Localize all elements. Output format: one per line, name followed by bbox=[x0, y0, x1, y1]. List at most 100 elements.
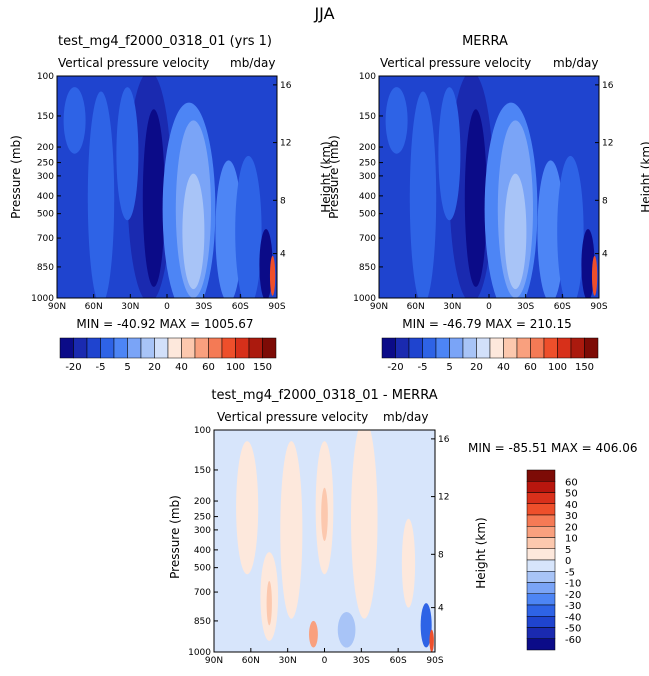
y-tick-label: 150 bbox=[359, 112, 376, 122]
panel1-subtitle-right: mb/day bbox=[230, 56, 276, 70]
panel2-minmax: MIN = -46.79 MAX = 210.15 bbox=[402, 317, 572, 331]
colorbar-cell bbox=[248, 337, 263, 359]
x-tick-label: 60S bbox=[390, 656, 407, 666]
colorbar-cell bbox=[59, 337, 74, 359]
y-right-tick-label: 16 bbox=[438, 435, 450, 445]
x-tick-label: 60N bbox=[242, 656, 260, 666]
colorbar-cell bbox=[140, 337, 155, 359]
colorbar-label: 5 bbox=[565, 545, 571, 556]
colorbar-cell bbox=[526, 582, 556, 594]
contour-region bbox=[235, 155, 262, 298]
y-tick-label: 1000 bbox=[353, 294, 376, 304]
colorbar-cell bbox=[422, 337, 437, 359]
y-tick-label: 400 bbox=[37, 192, 54, 202]
y-tick-label: 250 bbox=[194, 513, 211, 523]
y-tick-label: 700 bbox=[37, 234, 54, 244]
panel1-minmax: MIN = -40.92 MAX = 1005.67 bbox=[76, 317, 254, 331]
y-right-tick-label: 8 bbox=[438, 550, 444, 560]
colorbar-cell bbox=[194, 337, 209, 359]
y-right-tick-label: 4 bbox=[280, 250, 286, 260]
y-tick-label: 300 bbox=[37, 172, 54, 182]
y-right-tick-label: 16 bbox=[602, 81, 614, 91]
contour-region bbox=[259, 229, 273, 298]
contour-region bbox=[236, 441, 259, 575]
y-tick-label: 100 bbox=[37, 72, 54, 82]
panel3-ylabel: Pressure (mb) bbox=[168, 495, 182, 579]
contour-region bbox=[557, 155, 584, 298]
panel2-subtitle-right: mb/day bbox=[553, 56, 599, 70]
panel2-title: MERRA bbox=[462, 34, 508, 49]
colorbar-cell bbox=[381, 337, 396, 359]
contour-region bbox=[337, 612, 356, 648]
colorbar-label: -5 bbox=[96, 362, 106, 373]
colorbar-label: -5 bbox=[565, 567, 575, 578]
colorbar-label: 0 bbox=[565, 556, 571, 567]
contour-region bbox=[269, 255, 276, 296]
colorbar-label: 150 bbox=[253, 362, 272, 373]
contour-region bbox=[409, 91, 437, 298]
contour-region bbox=[438, 87, 461, 221]
panel3-minmax: MIN = -85.51 MAX = 406.06 bbox=[468, 441, 638, 455]
y-tick-label: 850 bbox=[194, 617, 211, 627]
contour-region bbox=[280, 441, 303, 619]
contour-region bbox=[309, 620, 318, 648]
colorbar-label: 5 bbox=[446, 362, 452, 373]
colorbar-label: 100 bbox=[226, 362, 245, 373]
y-tick-label: 200 bbox=[37, 143, 54, 153]
colorbar-cell bbox=[526, 548, 556, 561]
contour-region bbox=[116, 87, 139, 221]
y-tick-label: 250 bbox=[37, 159, 54, 169]
y-tick-label: 1000 bbox=[31, 294, 54, 304]
y-tick-label: 700 bbox=[359, 234, 376, 244]
y-right-tick-label: 16 bbox=[280, 81, 292, 91]
y-tick-label: 1000 bbox=[188, 648, 211, 658]
x-tick-label: 90S bbox=[426, 656, 443, 666]
panel1-subtitle-left: Vertical pressure velocity bbox=[58, 56, 210, 70]
colorbar-cell bbox=[395, 337, 410, 359]
x-tick-label: 60S bbox=[554, 302, 571, 312]
x-tick-label: 60N bbox=[85, 302, 103, 312]
colorbar-cell bbox=[526, 627, 556, 639]
colorbar-cell bbox=[476, 337, 491, 359]
y-tick-label: 500 bbox=[37, 210, 54, 220]
x-tick-label: 0 bbox=[486, 302, 492, 312]
colorbar-label: -50 bbox=[565, 624, 581, 635]
colorbar-cell bbox=[526, 604, 556, 617]
colorbar-label: -60 bbox=[565, 635, 581, 646]
x-tick-label: 30S bbox=[517, 302, 534, 312]
y-right-tick-label: 4 bbox=[602, 250, 608, 260]
x-tick-label: 30S bbox=[353, 656, 370, 666]
colorbar-label: 60 bbox=[524, 362, 537, 373]
colorbar-cell bbox=[516, 337, 531, 359]
colorbar-cell bbox=[584, 337, 599, 359]
colorbar-cell bbox=[526, 503, 556, 516]
x-tick-label: 30N bbox=[121, 302, 139, 312]
colorbar-cell bbox=[570, 337, 585, 359]
y-right-tick-label: 12 bbox=[438, 493, 449, 503]
colorbar-label: -20 bbox=[65, 362, 81, 373]
x-tick-label: 90N bbox=[48, 302, 66, 312]
colorbar-cell bbox=[557, 337, 572, 359]
panel3-subtitle-right: mb/day bbox=[383, 410, 429, 424]
x-tick-label: 0 bbox=[164, 302, 170, 312]
x-tick-label: 30N bbox=[279, 656, 297, 666]
colorbar-cell bbox=[526, 481, 556, 493]
colorbar-label: 50 bbox=[565, 489, 578, 500]
panel1-title: test_mg4_f2000_0318_01 (yrs 1) bbox=[58, 34, 272, 49]
colorbar-cell bbox=[221, 337, 236, 359]
contour-field bbox=[379, 76, 599, 298]
colorbar-cell bbox=[262, 337, 277, 359]
colorbar-label: 20 bbox=[148, 362, 161, 373]
y-tick-label: 100 bbox=[194, 426, 211, 436]
colorbar-cell bbox=[526, 571, 556, 583]
colorbar-cell bbox=[543, 337, 558, 359]
colorbar-cell bbox=[526, 537, 556, 549]
colorbar-cell bbox=[526, 514, 556, 527]
contour-region bbox=[464, 109, 487, 287]
panel3-subtitle-left: Vertical pressure velocity bbox=[217, 410, 369, 424]
colorbar-label: -5 bbox=[418, 362, 428, 373]
contour-region bbox=[266, 580, 272, 626]
y-tick-label: 250 bbox=[359, 159, 376, 169]
colorbar-label: 40 bbox=[497, 362, 510, 373]
